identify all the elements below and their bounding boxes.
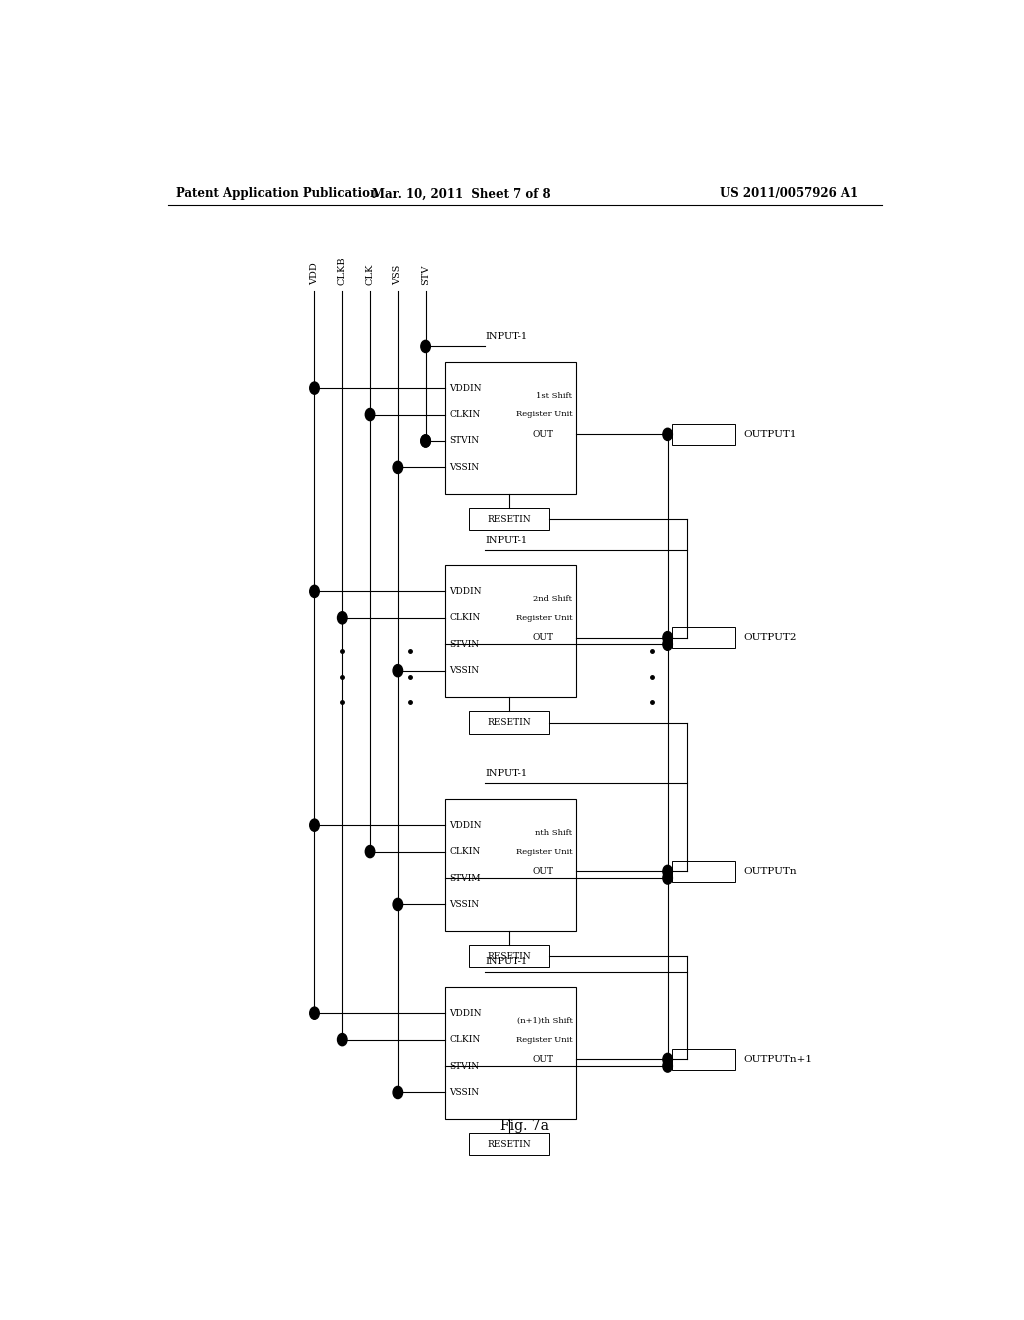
- Circle shape: [393, 461, 402, 474]
- Circle shape: [663, 631, 673, 644]
- Bar: [445, 362, 577, 494]
- Text: CLKB: CLKB: [338, 257, 347, 285]
- Text: Register Unit: Register Unit: [516, 614, 572, 622]
- Text: INPUT-1: INPUT-1: [485, 536, 527, 545]
- Circle shape: [366, 408, 375, 421]
- Circle shape: [663, 1053, 673, 1065]
- Text: VDDIN: VDDIN: [450, 587, 482, 595]
- Text: OUT: OUT: [532, 867, 554, 876]
- Circle shape: [421, 434, 430, 447]
- Text: VSSIN: VSSIN: [450, 463, 479, 471]
- Bar: [469, 945, 549, 968]
- Circle shape: [366, 846, 375, 858]
- Text: CLKIN: CLKIN: [450, 1035, 480, 1044]
- Circle shape: [421, 341, 430, 352]
- Bar: [445, 565, 577, 697]
- Text: US 2011/0057926 A1: US 2011/0057926 A1: [720, 187, 858, 201]
- Text: VDDIN: VDDIN: [450, 821, 482, 830]
- Bar: [672, 861, 735, 882]
- Bar: [672, 1049, 735, 1069]
- Text: CLK: CLK: [366, 264, 375, 285]
- Text: VSSIN: VSSIN: [450, 1088, 479, 1097]
- Text: RESETIN: RESETIN: [487, 1139, 530, 1148]
- Circle shape: [663, 873, 673, 884]
- Text: Mar. 10, 2011  Sheet 7 of 8: Mar. 10, 2011 Sheet 7 of 8: [372, 187, 551, 201]
- Text: RESETIN: RESETIN: [487, 718, 530, 727]
- Text: STVIM: STVIM: [450, 874, 481, 883]
- Circle shape: [663, 866, 673, 878]
- Circle shape: [663, 1060, 673, 1072]
- Text: CLKIN: CLKIN: [450, 847, 480, 857]
- Circle shape: [309, 381, 319, 395]
- Circle shape: [663, 638, 673, 651]
- Text: nth Shift: nth Shift: [536, 829, 572, 837]
- Text: (n+1)th Shift: (n+1)th Shift: [516, 1018, 572, 1026]
- Text: Fig. 7a: Fig. 7a: [501, 1119, 549, 1133]
- Text: VSSIN: VSSIN: [450, 900, 479, 909]
- Bar: [672, 424, 735, 445]
- Text: VDD: VDD: [310, 263, 319, 285]
- Bar: [469, 508, 549, 531]
- Text: INPUT-1: INPUT-1: [485, 770, 527, 779]
- Text: 1st Shift: 1st Shift: [537, 392, 572, 400]
- Text: VDDIN: VDDIN: [450, 1008, 482, 1018]
- Text: STVIN: STVIN: [450, 437, 479, 445]
- Text: Patent Application Publication: Patent Application Publication: [176, 187, 378, 201]
- Text: OUT: OUT: [532, 634, 554, 642]
- Text: Register Unit: Register Unit: [516, 847, 572, 855]
- Text: Register Unit: Register Unit: [516, 411, 572, 418]
- Text: OUTPUTn: OUTPUTn: [743, 867, 797, 876]
- Text: CLKIN: CLKIN: [450, 614, 480, 622]
- Text: VDDIN: VDDIN: [450, 384, 482, 392]
- Circle shape: [338, 611, 347, 624]
- Text: INPUT-1: INPUT-1: [485, 333, 527, 342]
- Circle shape: [309, 585, 319, 598]
- Text: Register Unit: Register Unit: [516, 1036, 572, 1044]
- Text: OUTPUTn+1: OUTPUTn+1: [743, 1055, 812, 1064]
- Circle shape: [393, 1086, 402, 1098]
- Bar: [469, 711, 549, 734]
- Text: CLKIN: CLKIN: [450, 411, 480, 418]
- Text: OUTPUT1: OUTPUT1: [743, 430, 797, 438]
- Circle shape: [309, 1007, 319, 1019]
- Circle shape: [663, 428, 673, 441]
- Circle shape: [393, 664, 402, 677]
- Bar: [445, 987, 577, 1119]
- Circle shape: [338, 1034, 347, 1045]
- Text: STVIN: STVIN: [450, 1061, 479, 1071]
- Circle shape: [309, 818, 319, 832]
- Text: OUT: OUT: [532, 1055, 554, 1064]
- Text: STV: STV: [421, 265, 430, 285]
- Bar: [469, 1133, 549, 1155]
- Text: OUTPUT2: OUTPUT2: [743, 634, 797, 642]
- Text: INPUT-1: INPUT-1: [485, 957, 527, 966]
- Text: STVIN: STVIN: [450, 640, 479, 648]
- Text: RESETIN: RESETIN: [487, 952, 530, 961]
- Bar: [445, 799, 577, 931]
- Text: VSSIN: VSSIN: [450, 667, 479, 675]
- Text: VSS: VSS: [393, 265, 402, 285]
- Text: OUT: OUT: [532, 430, 554, 438]
- Text: 2nd Shift: 2nd Shift: [534, 595, 572, 603]
- Bar: [672, 627, 735, 648]
- Text: RESETIN: RESETIN: [487, 515, 530, 524]
- Circle shape: [393, 899, 402, 911]
- Circle shape: [421, 434, 430, 447]
